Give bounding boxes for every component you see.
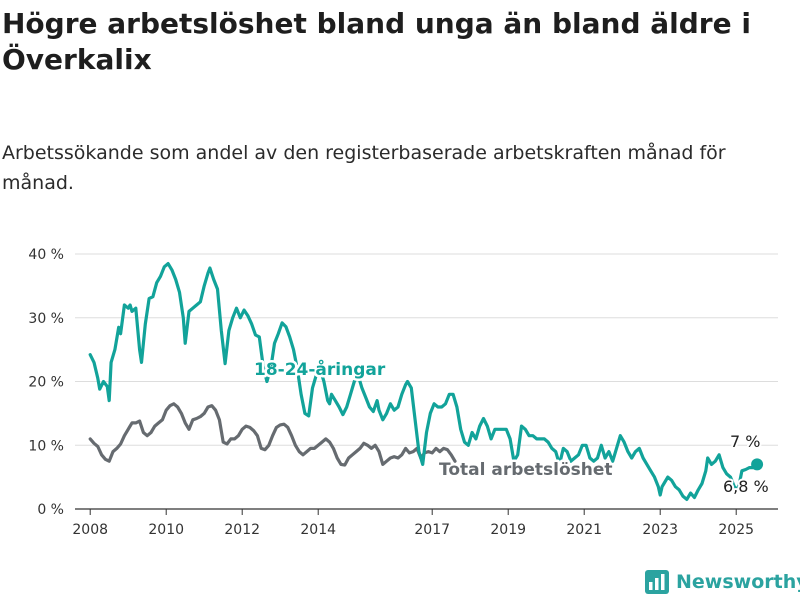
x-tick-label: 2008 [72,522,108,538]
x-tick-label: 2017 [414,522,450,538]
end-label-total: 6,8 % [723,477,769,496]
series-label-total-halo: Total arbetslöshet [439,460,613,480]
series-line-youth [88,262,759,501]
series-label-youth: 18-24-åringar [254,358,386,380]
x-axis: 2008 2010 2012 2014 2017 2019 2021 2023 2025 [72,509,754,538]
chart-title: Högre arbetslöshet bland unga än bland ä… [2,7,751,76]
y-axis-ticks: 0 % 10 % 20 % 30 % 40 % [28,247,64,518]
newsworthy-brand[interactable]: Newsworthy [644,568,800,596]
newsworthy-logo-icon [645,570,669,594]
y-tick-label: 0 % [37,502,64,518]
end-label-youth: 7 % [730,432,760,451]
end-label-youth-halo: 7 % [730,432,760,451]
x-tick-label: 2010 [148,522,184,538]
x-tick-label: 2014 [300,522,336,538]
series-label-youth-halo: 18-24-åringar [254,358,386,380]
x-tick-label: 2021 [566,522,602,538]
x-tick-label: 2023 [642,522,678,538]
end-label-total-halo: 6,8 % [723,477,769,496]
grid-lines [75,253,778,510]
y-tick-label: 10 % [28,438,64,454]
series-label-total: Total arbetslöshet [439,460,613,480]
series-line-total [88,402,457,467]
brand-name: Newsworthy [676,571,800,593]
series-end-point [751,458,764,471]
y-tick-label: 20 % [28,375,64,391]
series-lines [88,262,764,501]
x-tick-label: 2012 [224,522,260,538]
x-tick-label: 2019 [490,522,526,538]
x-tick-label: 2025 [718,522,754,538]
chart-subtitle: Arbetssökande som andel av den registerb… [2,142,726,194]
y-tick-label: 40 % [28,247,64,263]
y-tick-label: 30 % [28,311,64,327]
